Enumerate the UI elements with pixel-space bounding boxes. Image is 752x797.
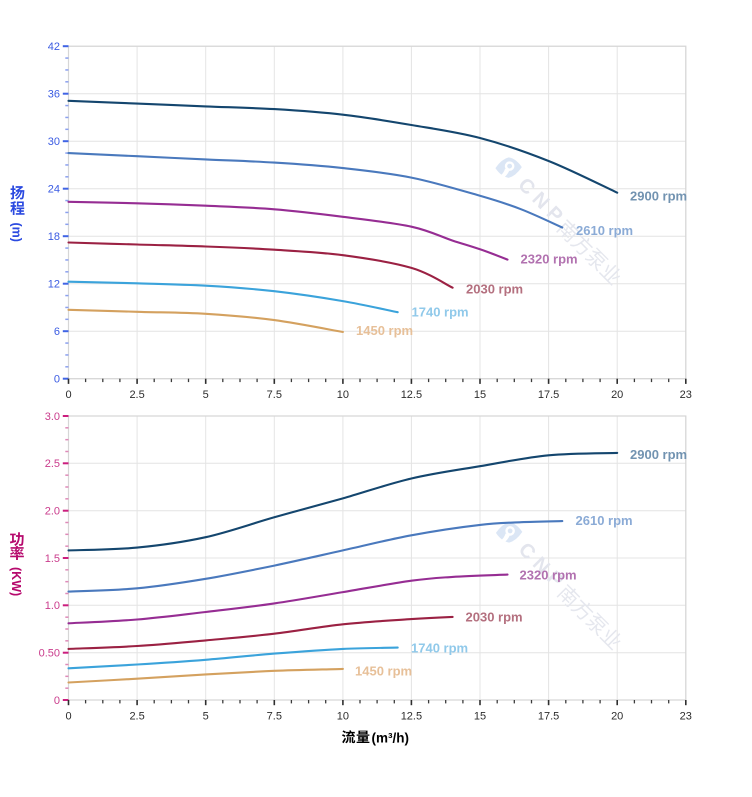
svg-text:15: 15 [474, 389, 486, 401]
svg-text:23: 23 [680, 389, 692, 401]
svg-text:3.0: 3.0 [45, 411, 60, 423]
svg-text:18: 18 [48, 231, 60, 243]
svg-text:10: 10 [337, 389, 349, 401]
svg-text:2900 rpm: 2900 rpm [630, 189, 687, 204]
svg-text:0: 0 [65, 711, 71, 723]
svg-text:0: 0 [65, 389, 71, 401]
svg-text:2320 rpm: 2320 rpm [521, 252, 578, 267]
svg-text:17.5: 17.5 [538, 711, 559, 723]
svg-text:2.0: 2.0 [45, 506, 60, 518]
svg-text:42: 42 [48, 41, 60, 53]
svg-text:1450 rpm: 1450 rpm [355, 664, 412, 679]
svg-text:1740 rpm: 1740 rpm [412, 305, 469, 320]
svg-text:1.0: 1.0 [45, 600, 60, 612]
svg-text:36: 36 [48, 89, 60, 101]
svg-text:12: 12 [48, 279, 60, 291]
svg-text:2610 rpm: 2610 rpm [576, 513, 633, 528]
svg-text:2.5: 2.5 [129, 711, 144, 723]
svg-text:10: 10 [337, 711, 349, 723]
svg-text:2030 rpm: 2030 rpm [466, 282, 523, 297]
svg-text:0: 0 [54, 695, 60, 707]
svg-text:2.5: 2.5 [45, 458, 60, 470]
svg-text:5: 5 [203, 389, 209, 401]
svg-text:20: 20 [611, 711, 623, 723]
svg-text:30: 30 [48, 136, 60, 148]
svg-text:0: 0 [54, 374, 60, 386]
svg-text:1.5: 1.5 [45, 553, 60, 565]
svg-text:12.5: 12.5 [401, 711, 422, 723]
svg-text:20: 20 [611, 389, 623, 401]
svg-text:24: 24 [48, 184, 60, 196]
svg-text:(m): (m) [10, 223, 24, 242]
svg-text:2320 rpm: 2320 rpm [520, 568, 577, 583]
svg-text:2.5: 2.5 [129, 389, 144, 401]
svg-text:5: 5 [203, 711, 209, 723]
svg-text:1740 rpm: 1740 rpm [411, 641, 468, 656]
svg-text:6: 6 [54, 326, 60, 338]
svg-text:2900 rpm: 2900 rpm [630, 447, 687, 462]
svg-text:2610 rpm: 2610 rpm [576, 223, 633, 238]
svg-text:7.5: 7.5 [267, 711, 282, 723]
svg-text:(m³/h): (m³/h) [372, 731, 410, 746]
svg-text:7.5: 7.5 [267, 389, 282, 401]
svg-text:23: 23 [680, 711, 692, 723]
svg-text:12.5: 12.5 [401, 389, 422, 401]
svg-text:17.5: 17.5 [538, 389, 559, 401]
svg-text:15: 15 [474, 711, 486, 723]
svg-text:2030 rpm: 2030 rpm [466, 610, 523, 625]
svg-text:0.50: 0.50 [39, 648, 60, 660]
svg-text:1450 rpm: 1450 rpm [356, 323, 413, 338]
svg-text:(KW): (KW) [9, 567, 23, 596]
